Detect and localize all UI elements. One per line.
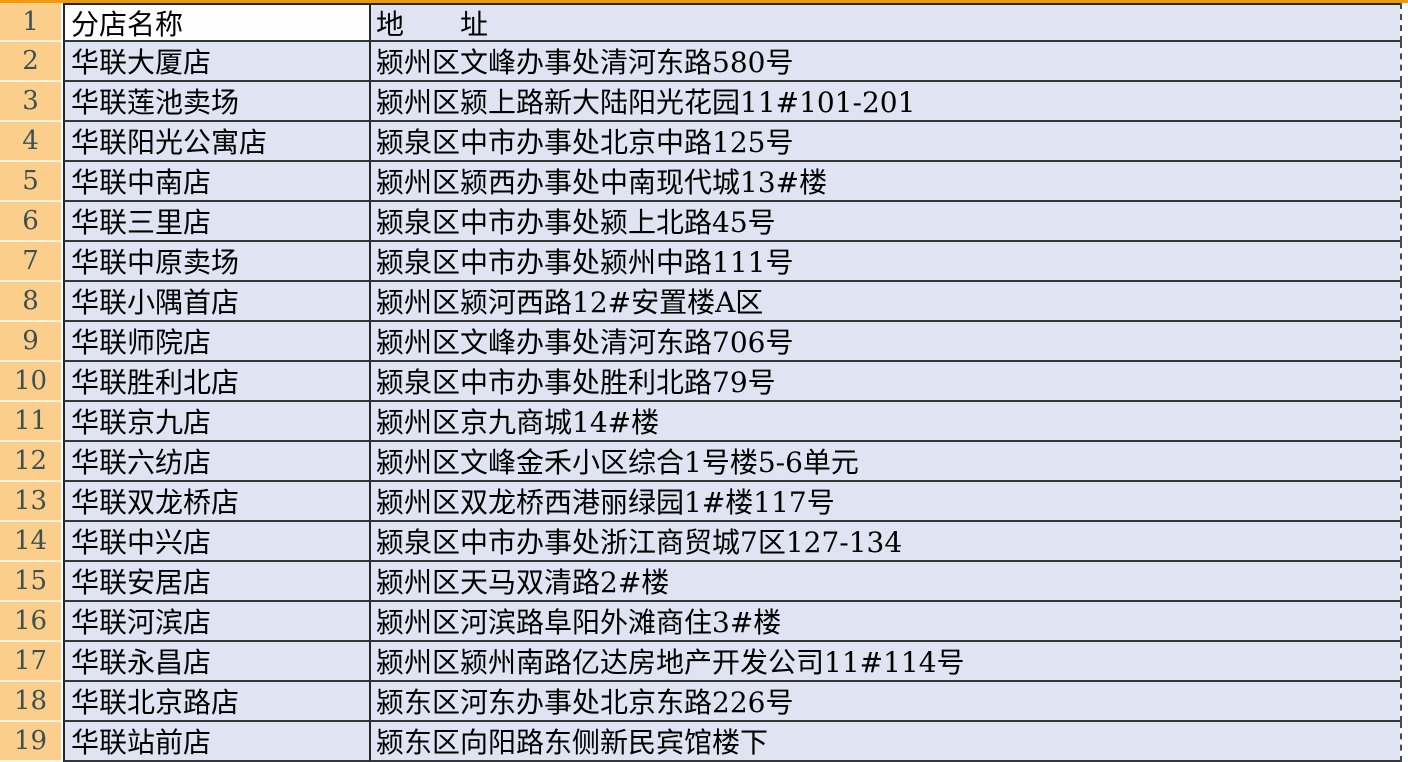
branch-name-cell[interactable]: 华联三里店	[63, 202, 369, 242]
row-number-cell[interactable]: 17	[0, 642, 63, 682]
branch-name-cell[interactable]: 华联京九店	[63, 402, 369, 442]
table-header-row: 1 分店名称 地 址	[0, 3, 1408, 42]
page-break-gutter	[1400, 562, 1408, 602]
row-number-cell[interactable]: 6	[0, 202, 63, 242]
page-break-gutter	[1400, 602, 1408, 642]
row-number-cell[interactable]: 1	[0, 3, 63, 42]
branch-name-cell[interactable]: 华联中南店	[63, 162, 369, 202]
page-break-gutter	[1400, 82, 1408, 122]
address-cell[interactable]: 颍州区颍河西路12#安置楼A区	[369, 282, 1400, 322]
branch-name-cell[interactable]: 华联大厦店	[63, 42, 369, 82]
branch-name-cell[interactable]: 华联小隅首店	[63, 282, 369, 322]
row-number-cell[interactable]: 19	[0, 722, 63, 762]
branch-name-cell[interactable]: 华联阳光公寓店	[63, 122, 369, 162]
table-row: 6 华联三里店 颍泉区中市办事处颍上北路45号	[0, 202, 1408, 242]
table-row: 7 华联中原卖场 颍泉区中市办事处颍州中路111号	[0, 242, 1408, 282]
branch-name-cell[interactable]: 华联中兴店	[63, 522, 369, 562]
table-row: 19 华联站前店 颍东区向阳路东侧新民宾馆楼下	[0, 722, 1408, 762]
table-row: 5 华联中南店 颍州区颍西办事处中南现代城13#楼	[0, 162, 1408, 202]
page-break-gutter	[1400, 3, 1408, 42]
page-break-gutter	[1400, 442, 1408, 482]
row-number-cell[interactable]: 14	[0, 522, 63, 562]
page-break-gutter	[1400, 122, 1408, 162]
table-row: 14 华联中兴店 颍泉区中市办事处浙江商贸城7区127-134	[0, 522, 1408, 562]
table-grid: 1 分店名称 地 址 2 华联大厦店 颍州区文峰办事处清河东路580号 3 华联…	[0, 3, 1408, 762]
row-number-cell[interactable]: 2	[0, 42, 63, 82]
page-break-gutter	[1400, 322, 1408, 362]
row-number-cell[interactable]: 4	[0, 122, 63, 162]
address-cell[interactable]: 颍泉区中市办事处颍州中路111号	[369, 242, 1400, 282]
table-row: 13 华联双龙桥店 颍州区双龙桥西港丽绿园1#楼117号	[0, 482, 1408, 522]
branch-name-cell[interactable]: 华联师院店	[63, 322, 369, 362]
top-edge-strip	[0, 0, 1408, 3]
row-number-cell[interactable]: 12	[0, 442, 63, 482]
address-cell[interactable]: 颍泉区中市办事处北京中路125号	[369, 122, 1400, 162]
branch-name-cell[interactable]: 华联双龙桥店	[63, 482, 369, 522]
address-cell[interactable]: 颍泉区中市办事处胜利北路79号	[369, 362, 1400, 402]
address-cell[interactable]: 颍泉区中市办事处浙江商贸城7区127-134	[369, 522, 1400, 562]
branch-name-cell[interactable]: 华联安居店	[63, 562, 369, 602]
page-break-gutter	[1400, 642, 1408, 682]
table-row: 10 华联胜利北店 颍泉区中市办事处胜利北路79号	[0, 362, 1408, 402]
page-break-gutter	[1400, 682, 1408, 722]
table-row: 18 华联北京路店 颍东区河东办事处北京东路226号	[0, 682, 1408, 722]
address-cell[interactable]: 颍州区颍州南路亿达房地产开发公司11#114号	[369, 642, 1400, 682]
branch-name-cell[interactable]: 华联北京路店	[63, 682, 369, 722]
table-row: 9 华联师院店 颍州区文峰办事处清河东路706号	[0, 322, 1408, 362]
row-number-cell[interactable]: 9	[0, 322, 63, 362]
column-header-branch-name[interactable]: 分店名称	[63, 3, 369, 42]
table-row: 2 华联大厦店 颍州区文峰办事处清河东路580号	[0, 42, 1408, 82]
branch-name-cell[interactable]: 华联胜利北店	[63, 362, 369, 402]
row-number-cell[interactable]: 5	[0, 162, 63, 202]
address-cell[interactable]: 颍州区颍西办事处中南现代城13#楼	[369, 162, 1400, 202]
branch-name-cell[interactable]: 华联六纺店	[63, 442, 369, 482]
address-cell[interactable]: 颍州区文峰办事处清河东路580号	[369, 42, 1400, 82]
page-break-gutter	[1400, 522, 1408, 562]
row-number-cell[interactable]: 10	[0, 362, 63, 402]
address-cell[interactable]: 颍泉区中市办事处颍上北路45号	[369, 202, 1400, 242]
row-number-cell[interactable]: 8	[0, 282, 63, 322]
page-break-gutter	[1400, 42, 1408, 82]
table-row: 3 华联莲池卖场 颍州区颍上路新大陆阳光花园11#101-201	[0, 82, 1408, 122]
address-cell[interactable]: 颍州区河滨路阜阳外滩商住3#楼	[369, 602, 1400, 642]
page-break-gutter	[1400, 482, 1408, 522]
address-cell[interactable]: 颍东区向阳路东侧新民宾馆楼下	[369, 722, 1400, 762]
row-number-cell[interactable]: 13	[0, 482, 63, 522]
table-row: 4 华联阳光公寓店 颍泉区中市办事处北京中路125号	[0, 122, 1408, 162]
table-row: 12 华联六纺店 颍州区文峰金禾小区综合1号楼5-6单元	[0, 442, 1408, 482]
row-number-cell[interactable]: 18	[0, 682, 63, 722]
branch-name-cell[interactable]: 华联站前店	[63, 722, 369, 762]
table-row: 17 华联永昌店 颍州区颍州南路亿达房地产开发公司11#114号	[0, 642, 1408, 682]
address-cell[interactable]: 颍东区河东办事处北京东路226号	[369, 682, 1400, 722]
page-break-gutter	[1400, 282, 1408, 322]
row-number-cell[interactable]: 15	[0, 562, 63, 602]
table-row: 15 华联安居店 颍州区天马双清路2#楼	[0, 562, 1408, 602]
row-number-cell[interactable]: 3	[0, 82, 63, 122]
row-number-cell[interactable]: 7	[0, 242, 63, 282]
table-row: 16 华联河滨店 颍州区河滨路阜阳外滩商住3#楼	[0, 602, 1408, 642]
branch-name-cell[interactable]: 华联河滨店	[63, 602, 369, 642]
page-break-gutter	[1400, 242, 1408, 282]
table-row: 8 华联小隅首店 颍州区颍河西路12#安置楼A区	[0, 282, 1408, 322]
column-header-address[interactable]: 地 址	[369, 3, 1400, 42]
address-cell[interactable]: 颍州区颍上路新大陆阳光花园11#101-201	[369, 82, 1400, 122]
branch-name-cell[interactable]: 华联莲池卖场	[63, 82, 369, 122]
address-cell[interactable]: 颍州区天马双清路2#楼	[369, 562, 1400, 602]
row-number-cell[interactable]: 11	[0, 402, 63, 442]
address-cell[interactable]: 颍州区文峰办事处清河东路706号	[369, 322, 1400, 362]
address-cell[interactable]: 颍州区文峰金禾小区综合1号楼5-6单元	[369, 442, 1400, 482]
address-cell[interactable]: 颍州区双龙桥西港丽绿园1#楼117号	[369, 482, 1400, 522]
address-cell[interactable]: 颍州区京九商城14#楼	[369, 402, 1400, 442]
branch-name-cell[interactable]: 华联中原卖场	[63, 242, 369, 282]
page-break-gutter	[1400, 402, 1408, 442]
page-break-gutter	[1400, 722, 1408, 762]
row-number-cell[interactable]: 16	[0, 602, 63, 642]
branch-name-cell[interactable]: 华联永昌店	[63, 642, 369, 682]
page-break-gutter	[1400, 202, 1408, 242]
table-row: 11 华联京九店 颍州区京九商城14#楼	[0, 402, 1408, 442]
page-break-gutter	[1400, 362, 1408, 402]
page-break-gutter	[1400, 162, 1408, 202]
